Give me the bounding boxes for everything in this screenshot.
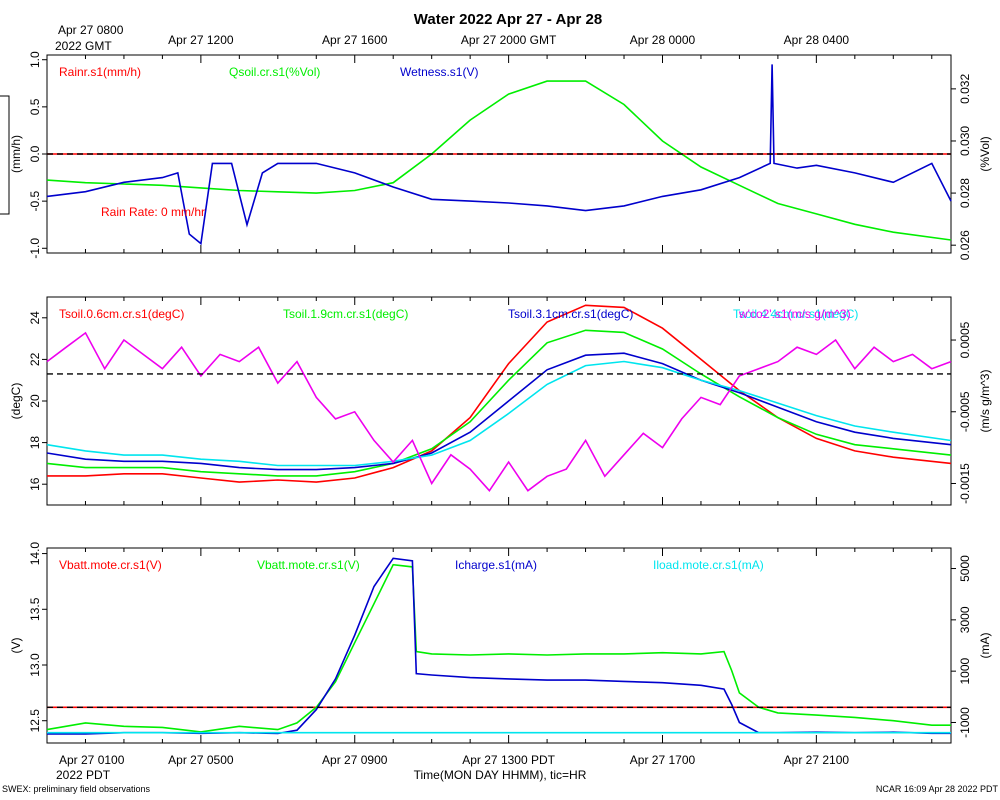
- bottom-axis-start-label-line1: Apr 27 0100: [59, 753, 125, 767]
- series-line: [46, 64, 952, 246]
- legend-entry: w'co2'.s1(m/s g/m^3): [738, 307, 851, 321]
- panel-temperature: 16 18 20 22 24 (degC) -0.0015 -0.0005 0.0005 (m/s…: [9, 296, 992, 506]
- left-y-tick-label: 12.5: [28, 709, 42, 733]
- left-y-tick-label: 14.0: [28, 542, 42, 566]
- bottom-tick-label: Apr 27 1300 PDT: [462, 753, 555, 767]
- right-y-tick-label: 0.0005: [958, 321, 972, 358]
- panel-water: -1.0 -0.5 0.0 0.5 1.0 (mm/h) 0.026 0.028 0.030 0.…: [9, 51, 992, 260]
- left-y-tick-label: 20: [28, 394, 42, 408]
- top-tick-label: Apr 27 1600: [322, 33, 388, 47]
- series-line: [46, 80, 952, 241]
- footer-left: SWEX: preliminary field observations: [2, 784, 151, 794]
- right-y-tick-label: -1000: [958, 707, 972, 738]
- left-y-tick-label: 0.5: [28, 98, 42, 115]
- top-tick-label: Apr 28 0000: [630, 33, 696, 47]
- series-line: [46, 329, 952, 477]
- left-y-tick-label: 0.0: [28, 145, 42, 162]
- series-line: [47, 304, 952, 483]
- top-axis-start-label-line1: Apr 27 0800: [58, 23, 124, 37]
- bottom-tick-label: Apr 27 0900: [322, 753, 388, 767]
- top-tick-label: Apr 27 2000 GMT: [461, 33, 557, 47]
- left-axis-label: (mm/h): [9, 135, 23, 173]
- right-y-tick-label: 0.026: [958, 230, 972, 260]
- top-axis-start-label-line2: 2022 GMT: [55, 39, 112, 53]
- rain-rate-annotation: Rain Rate: 0 mm/hr: [101, 205, 205, 219]
- plot-frame: [46, 547, 952, 744]
- plot-frame: [46, 296, 952, 506]
- top-tick-label: Apr 27 1200: [168, 33, 234, 47]
- footer-right: NCAR 16:09 Apr 28 2022 PDT: [876, 784, 999, 794]
- series-line: [46, 360, 952, 467]
- legend-entry: Vbatt.mote.cr.s1(V): [257, 558, 360, 572]
- right-axis-label: (m/s g/m^3): [978, 370, 992, 433]
- left-y-tick-label: 22: [28, 352, 42, 366]
- left-y-tick-label: 1.0: [28, 51, 42, 68]
- legend-entry: Rainr.s1(mm/h): [59, 65, 141, 79]
- right-axis-label: (mA): [978, 633, 992, 659]
- panel-power: 12.5 13.0 13.5 14.0 (V) -1000 1000 3000 5000 (mA)…: [9, 542, 992, 744]
- right-y-tick-label: 3000: [958, 606, 972, 633]
- legend-entry: Tsoil.3.1cm.cr.s1(degC): [508, 307, 633, 321]
- series-line: [46, 331, 952, 493]
- legend-entry: Vbatt.mote.cr.s1(V): [59, 558, 162, 572]
- right-y-tick-label: 1000: [958, 657, 972, 684]
- left-y-tick-label: 13.0: [28, 653, 42, 677]
- bottom-tick-label: Apr 27 0500: [168, 753, 234, 767]
- legend-entry: Tsoil.4.4cm.cr.s1(degC): [733, 307, 858, 321]
- chart-title: Water 2022 Apr 27 - Apr 28: [414, 11, 602, 28]
- right-y-tick-label: 0.028: [958, 178, 972, 208]
- top-tick-label: Apr 28 0400: [784, 33, 850, 47]
- right-y-tick-label: 5000: [958, 555, 972, 582]
- left-y-tick-label: -0.5: [28, 190, 42, 211]
- legend-entry: Tsoil.0.6cm.cr.s1(degC): [59, 307, 184, 321]
- legend-entry: Iload.mote.cr.s1(mA): [653, 558, 764, 572]
- series-line: [46, 563, 951, 733]
- legend-entry: Tsoil.1.9cm.cr.s1(degC): [283, 307, 408, 321]
- top-time-axis: Apr 27 0800 2022 GMT Apr 27 1200 Apr 27 1…: [55, 23, 849, 53]
- left-axis-label: (degC): [9, 383, 23, 420]
- legend-entry: Icharge.s1(mA): [455, 558, 537, 572]
- left-y-tick-label: 18: [28, 436, 42, 450]
- right-y-tick-label: 0.030: [958, 126, 972, 156]
- x-axis-title: Time(MON DAY HHMM), tic=HR: [414, 768, 587, 782]
- legend-entry: Qsoil.cr.s1(%Vol): [229, 65, 320, 79]
- legend-entry: Wetness.s1(V): [400, 65, 478, 79]
- left-y-tick-label: 16: [28, 477, 42, 491]
- bottom-time-axis: Apr 27 0100 2022 PDT Apr 27 0500 Apr 27 0…: [56, 753, 849, 782]
- left-y-tick-label: -1.0: [28, 238, 42, 259]
- right-y-tick-label: -0.0015: [958, 463, 972, 504]
- bottom-tick-label: Apr 27 2100: [784, 753, 850, 767]
- series-line: [46, 352, 952, 471]
- right-y-tick-label: -0.0005: [958, 391, 972, 432]
- left-axis-label: (V): [9, 638, 23, 654]
- right-y-tick-label: 0.032: [958, 74, 972, 104]
- left-y-tick-label: 13.5: [28, 597, 42, 621]
- legend-edge-bracket: [0, 95, 10, 215]
- right-axis-label: (%Vol): [978, 136, 992, 171]
- bottom-tick-label: Apr 27 1700: [630, 753, 696, 767]
- left-y-tick-label: 24: [28, 311, 42, 325]
- bottom-axis-start-label-line2: 2022 PDT: [56, 768, 111, 782]
